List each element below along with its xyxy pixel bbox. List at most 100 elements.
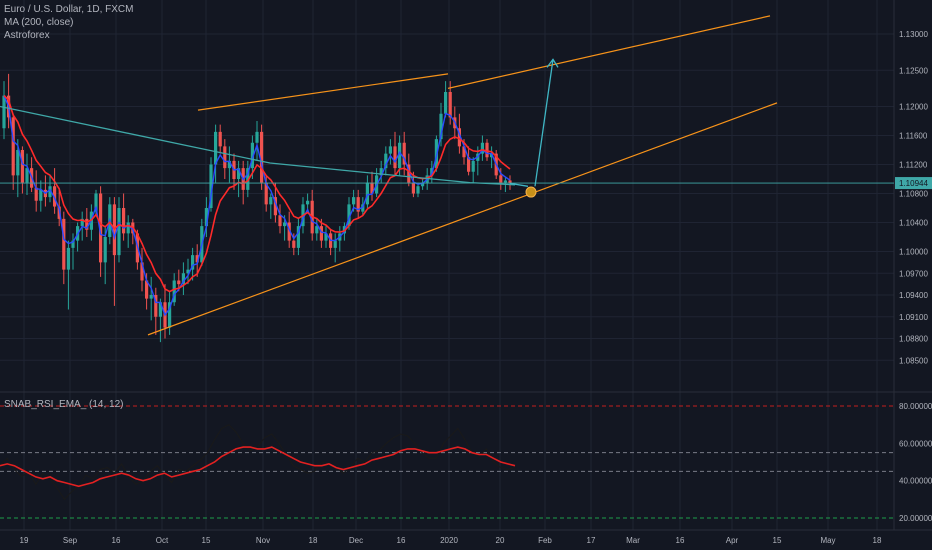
rsi-tick-label: 40.00000 — [899, 477, 932, 486]
candle-body — [66, 247, 70, 270]
candle-body — [356, 197, 360, 212]
candle-body — [269, 197, 273, 205]
candle-body — [204, 208, 208, 227]
candle-body — [292, 240, 296, 248]
price-tick-label: 1.10000 — [899, 248, 928, 257]
candle-body — [508, 180, 512, 184]
rsi-tick-label: 60.00000 — [899, 439, 932, 448]
time-tick-label: Sep — [63, 536, 78, 545]
time-tick-label: 19 — [20, 536, 29, 545]
candle-body — [467, 157, 471, 172]
candle-body — [384, 153, 388, 169]
ema-fast-line — [3, 95, 511, 317]
candle-body — [457, 128, 461, 147]
candle-body — [16, 150, 20, 176]
symbol-title[interactable]: Euro / U.S. Dollar, 1D, FXCM — [4, 4, 134, 15]
candle-body — [462, 146, 466, 158]
time-tick-label: 20 — [496, 536, 505, 545]
candle-body — [480, 142, 484, 154]
candle-body — [246, 168, 250, 190]
candle-body — [333, 240, 337, 248]
candle-body — [250, 142, 254, 169]
candle-body — [264, 182, 268, 205]
upper-trendline-right — [447, 15, 771, 89]
candle-body — [39, 189, 43, 201]
candle-body — [53, 186, 57, 207]
candle-body — [398, 142, 402, 169]
candle-body — [158, 302, 162, 317]
candle-body — [191, 255, 195, 270]
time-tick-label: 16 — [676, 536, 685, 545]
price-tick-label: 1.12500 — [899, 66, 928, 75]
candle-body — [34, 187, 38, 201]
candle-body — [352, 197, 356, 205]
candle-body — [448, 92, 452, 118]
candle-body — [11, 117, 15, 176]
time-tick-label: Mar — [626, 536, 640, 545]
target-circle-marker — [525, 186, 537, 198]
candle-body — [223, 146, 227, 169]
rsi-indicator-label[interactable]: SNAB_RSI_EMA_ (14, 12) — [4, 399, 124, 410]
candle-body — [168, 302, 172, 328]
arrowhead-icon — [546, 58, 559, 68]
price-tick-label: 1.10400 — [899, 219, 928, 228]
time-tick-label: 15 — [773, 536, 782, 545]
candle-body — [388, 146, 392, 154]
candle-body — [255, 131, 259, 143]
time-tick-label: 16 — [397, 536, 406, 545]
candle-body — [402, 142, 406, 165]
candle-body — [80, 218, 84, 227]
candle-body — [126, 222, 130, 234]
candle-body — [122, 208, 126, 234]
rsi-ema-line — [0, 446, 516, 488]
candle-body — [218, 131, 222, 147]
candle-body — [315, 226, 319, 234]
time-tick-label: Dec — [349, 536, 363, 545]
candle-body — [177, 280, 181, 285]
candle-body — [20, 150, 24, 183]
time-tick-label: May — [820, 536, 835, 545]
ma-indicator-label[interactable]: MA (200, close) — [4, 17, 74, 28]
candle-body — [287, 222, 291, 241]
candle-body — [490, 153, 494, 158]
time-tick-label: 18 — [873, 536, 882, 545]
price-tick-label: 1.08500 — [899, 356, 928, 365]
candle-body — [25, 168, 29, 183]
price-tick-label: 1.09700 — [899, 269, 928, 278]
current-price-label: 1.10944 — [899, 179, 928, 188]
candle-body — [421, 182, 425, 187]
price-tick-label: 1.11200 — [899, 161, 928, 170]
candle-body — [347, 204, 351, 227]
price-tick-label: 1.12000 — [899, 103, 928, 112]
candle-body — [209, 164, 213, 208]
candle-body — [416, 186, 420, 194]
candle-body — [237, 168, 241, 179]
candle-body — [140, 262, 144, 281]
time-tick-label: 15 — [202, 536, 211, 545]
upper-trendline-left — [197, 73, 449, 111]
time-tick-label: Nov — [256, 536, 270, 545]
current-price-tag — [895, 177, 932, 190]
candle-body — [149, 295, 153, 299]
rsi-raw-line — [0, 424, 516, 501]
candle-body — [283, 222, 287, 227]
candle-body — [62, 218, 66, 270]
time-tick-label: 2020 — [440, 536, 458, 545]
candle-body — [411, 182, 415, 194]
price-tick-label: 1.11600 — [899, 132, 928, 141]
candle-body — [319, 226, 323, 241]
candle-body — [99, 193, 103, 263]
candle-body — [407, 164, 411, 183]
candle-body — [370, 182, 374, 194]
rsi-tick-label: 20.00000 — [899, 514, 932, 523]
candle-body — [145, 280, 149, 299]
candle-body — [471, 160, 475, 172]
candle-body — [499, 175, 503, 183]
candle-body — [186, 269, 190, 274]
candle-body — [181, 273, 185, 285]
time-tick-label: 16 — [112, 536, 121, 545]
time-tick-label: Oct — [156, 536, 169, 545]
candle-body — [117, 208, 121, 256]
author-label: Astroforex — [4, 30, 50, 41]
